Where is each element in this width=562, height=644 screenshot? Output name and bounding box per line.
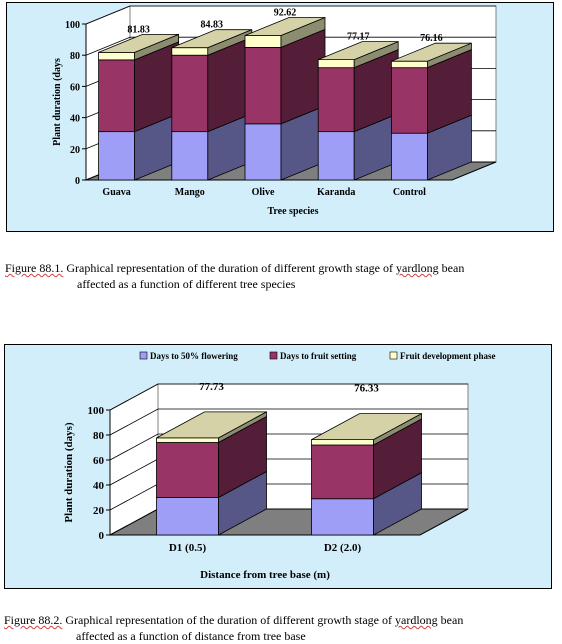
data-label: 77.73: [199, 381, 224, 393]
bar-segment: [156, 442, 219, 498]
y-tick-label: 0: [99, 530, 105, 542]
gridline: [109, 383, 468, 411]
data-label: 92.62: [274, 8, 297, 19]
bar-top: [244, 17, 326, 36]
y-axis-label: Plant duration (days: [52, 58, 63, 146]
x-tick-label: Control: [393, 187, 426, 198]
caption-2-text: Graphical representation of the duration…: [62, 613, 396, 627]
x-tick-label: Mango: [175, 187, 205, 198]
data-label: 76.33: [354, 383, 379, 395]
x-tick-label: D1 (0.5): [169, 542, 207, 554]
legend-label: Fruit development phase: [400, 351, 496, 361]
x-axis-label: Distance from tree base (m): [200, 569, 330, 581]
bar-top: [171, 29, 252, 49]
bar-segment: [98, 59, 135, 133]
y-axis-label: Plant duration (days): [63, 422, 75, 523]
x-tick-label: Karanda: [317, 187, 355, 198]
caption-1-text: Graphical representation of the duration…: [63, 261, 397, 275]
data-label: 76.16: [420, 33, 443, 44]
bar-top: [98, 33, 179, 53]
bar-segment: [156, 437, 219, 443]
caption-2-word: yardlong: [395, 613, 438, 627]
gridline: [85, 36, 496, 56]
bar-segment: [311, 439, 374, 446]
bar-segment: [244, 123, 282, 181]
y-tick-label: 0: [75, 176, 80, 187]
x-tick-label: D2 (2.0): [324, 542, 362, 554]
gridline: [85, 5, 496, 25]
bar-segment: [311, 498, 374, 536]
bar-segment: [390, 132, 428, 181]
bar-segment: [390, 67, 428, 134]
legend-swatch: [269, 351, 278, 360]
y-tick-label: 60: [93, 455, 105, 467]
bar-top: [318, 41, 399, 61]
x-axis-label: Tree species: [267, 206, 318, 217]
legend-label: Days to 50% flowering: [150, 351, 238, 361]
x-tick-label: Olive: [252, 187, 275, 198]
bar-segment: [311, 444, 374, 500]
bar-top: [311, 413, 422, 440]
caption-2-line-2: affected as a function of distance from …: [76, 629, 306, 643]
y-tick-label: 60: [70, 82, 80, 93]
figure-label-1: Figure 88.1.: [5, 261, 64, 275]
caption-1-line-2: affected as a function of different tree…: [77, 277, 296, 291]
bar-top: [156, 411, 267, 439]
data-label: 81.83: [127, 24, 150, 35]
caption-1-word: yardlong: [396, 261, 439, 275]
caption-1-text-end: bean: [438, 261, 465, 275]
data-label: 77.17: [347, 32, 370, 43]
figure-caption-1: Figure 88.1. Graphical representation of…: [5, 260, 555, 292]
figure-caption-2: Figure 88.2. Graphical representation of…: [4, 612, 560, 644]
x-tick-label: Guava: [102, 187, 130, 198]
bar-top: [391, 42, 472, 62]
caption-2-text-end: bean: [437, 613, 464, 627]
y-tick-label: 100: [65, 20, 80, 31]
bar-segment: [156, 497, 219, 536]
figure-label-2: Figure 88.2.: [4, 613, 63, 627]
legend-label: Days to fruit setting: [280, 351, 357, 361]
chart-distance-plot: 0 20 40 60 80 100 77.73 D1 (0.5) 76.33 D2 (2.0) Di…: [63, 351, 496, 581]
y-tick-label: 40: [93, 480, 105, 492]
y-tick-label: 80: [70, 51, 80, 62]
y-tick-label: 100: [88, 405, 105, 417]
bar-segment: [171, 131, 209, 181]
legend-swatch: [389, 351, 398, 360]
y-tick-label: 20: [93, 505, 105, 517]
legend-swatch: [139, 351, 148, 360]
bar-segment: [244, 47, 282, 125]
chart-tree-species-plot: 0 20 40 60 80 100 81.83 Guava 84.83 Mango 92.62 Oli…: [52, 5, 497, 217]
y-tick-label: 80: [93, 430, 105, 442]
y-tick-label: 40: [70, 114, 80, 125]
gridline: [109, 408, 468, 436]
data-label: 84.83: [201, 20, 224, 31]
y-tick-label: 20: [70, 145, 80, 156]
